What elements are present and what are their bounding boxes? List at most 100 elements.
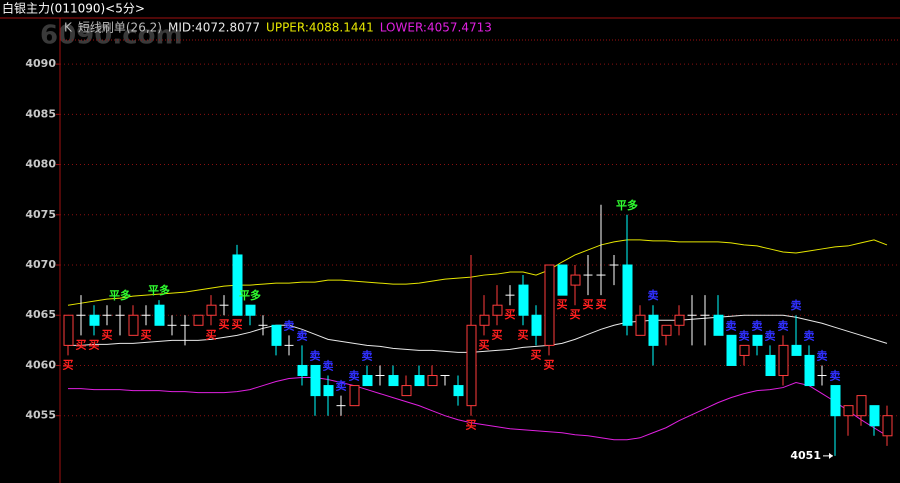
- candle-body: [804, 354, 815, 387]
- legend-entry: UPPER:4088.1441: [266, 21, 374, 35]
- candle-body: [661, 324, 672, 336]
- signal-label: 卖: [765, 328, 776, 342]
- candle-body: [271, 324, 282, 346]
- band-line: [68, 377, 888, 441]
- signal-label: 平多: [109, 288, 131, 302]
- signal-label: 平多: [239, 288, 261, 302]
- band-line: [68, 314, 888, 353]
- candle-body: [453, 385, 464, 397]
- legend-entry: MID:4072.8077: [168, 21, 260, 35]
- y-tick-label: 4065: [25, 308, 56, 321]
- indicator-prefix: K: [64, 21, 73, 35]
- signal-label: 买: [206, 328, 217, 341]
- signal-label: 卖: [830, 369, 841, 383]
- candle-body: [479, 314, 490, 326]
- candle-body: [349, 385, 360, 407]
- signal-label: 卖: [284, 318, 295, 332]
- candle-body: [310, 364, 321, 397]
- signal-label: 买: [596, 298, 607, 311]
- candle-body: [635, 314, 646, 336]
- candle-body: [128, 314, 139, 336]
- candle-body: [713, 314, 724, 336]
- signal-label: 买: [141, 328, 152, 341]
- candle-body: [752, 334, 763, 346]
- signal-label: 平多: [616, 198, 638, 212]
- candle-body: [388, 375, 399, 387]
- candle-body: [570, 274, 581, 286]
- signal-label: 买: [557, 298, 568, 311]
- signal-label: 卖: [323, 359, 334, 373]
- low-marker-arrowhead: [829, 452, 833, 459]
- candle-body: [323, 385, 334, 397]
- signal-label: 卖: [336, 379, 347, 393]
- y-tick-label: 4070: [25, 258, 56, 271]
- candle-body: [869, 405, 880, 427]
- candle-body: [232, 254, 243, 316]
- signal-label: 卖: [804, 328, 815, 342]
- y-tick-label: 4085: [25, 107, 56, 120]
- candle-body: [154, 304, 165, 326]
- candle-body: [518, 284, 529, 316]
- candle-body: [89, 314, 100, 326]
- candle-body: [830, 385, 841, 417]
- signal-label: 买: [531, 348, 542, 361]
- signal-label: 买: [89, 338, 100, 351]
- candle-body: [414, 375, 425, 387]
- signal-label: 买: [102, 328, 113, 341]
- candle-body: [206, 304, 217, 316]
- signal-label: 买: [63, 358, 74, 371]
- y-tick-label: 4055: [25, 409, 56, 422]
- candle-body: [557, 264, 568, 296]
- signal-label: 买: [76, 338, 87, 351]
- candle-body: [427, 375, 438, 387]
- candle-body: [778, 344, 789, 377]
- chart-title: 白银主力(011090)<5分>: [2, 1, 145, 16]
- candle-body: [297, 364, 308, 377]
- candle-body: [401, 385, 412, 397]
- candle-body: [492, 304, 503, 316]
- legend: K 短线刷单(26,2) MID:4072.8077 UPPER:4088.1441 L…: [64, 21, 492, 35]
- watermark: 6090.com: [40, 21, 183, 51]
- candle-body: [674, 314, 685, 326]
- candle-body: [63, 314, 74, 346]
- candle-body: [648, 314, 659, 346]
- candle-body: [856, 395, 867, 417]
- candle-body: [193, 314, 204, 326]
- candle-body: [726, 334, 737, 366]
- signal-label: 卖: [791, 298, 802, 312]
- candle-body: [362, 375, 373, 387]
- candle-body: [466, 324, 477, 407]
- signal-label: 平多: [148, 283, 170, 297]
- signal-label: 买: [570, 308, 581, 321]
- band-line: [67, 239, 888, 306]
- y-tick-label: 4080: [25, 158, 56, 171]
- signal-label: 买: [232, 318, 243, 331]
- signal-label: 买: [518, 328, 529, 341]
- signal-label: 卖: [297, 328, 308, 342]
- signal-label: 卖: [752, 318, 763, 332]
- candle-body: [739, 344, 750, 356]
- candle-body: [245, 304, 256, 316]
- low-marker-label: 4051: [790, 449, 821, 462]
- candle-body: [622, 264, 633, 326]
- signal-label: 卖: [739, 328, 750, 342]
- signal-label: 买: [492, 328, 503, 341]
- candle-body: [791, 344, 802, 356]
- signal-label: 卖: [726, 318, 737, 332]
- candle-body: [531, 314, 542, 336]
- indicator-name: 短线刷单(26,2): [78, 21, 162, 35]
- legend-entry: LOWER:4057.4713: [380, 21, 492, 35]
- signal-label: 买: [479, 338, 490, 351]
- candle-body: [843, 405, 854, 417]
- signal-label: 买: [219, 318, 230, 331]
- signal-label: 卖: [362, 348, 373, 362]
- signal-label: 卖: [817, 348, 828, 362]
- y-tick-label: 4060: [25, 358, 56, 371]
- signal-label: 买: [583, 298, 594, 311]
- signal-label: 卖: [778, 318, 789, 332]
- y-tick-label: 4090: [25, 57, 56, 70]
- signal-label: 买: [544, 358, 555, 371]
- signal-label: 买: [505, 308, 516, 321]
- y-tick-label: 4075: [25, 208, 56, 221]
